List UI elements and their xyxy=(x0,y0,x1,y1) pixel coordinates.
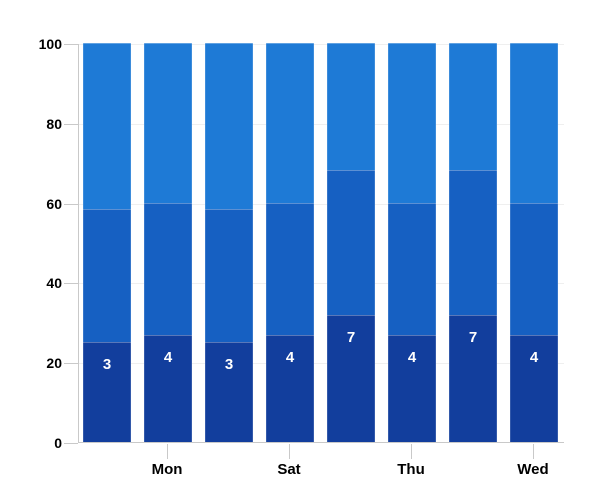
gridline xyxy=(79,203,564,205)
y-axis-tick-label: 0 xyxy=(54,435,62,451)
bar-segment-top[interactable] xyxy=(83,43,131,209)
x-axis-tick-label: Thu xyxy=(397,461,425,478)
bar-data-label: 4 xyxy=(163,349,173,367)
bar-segment-middle[interactable] xyxy=(144,202,192,336)
x-axis-tick-mark xyxy=(289,444,290,459)
x-axis-tick-label: Sat xyxy=(277,461,301,478)
bar-segment-middle[interactable] xyxy=(205,208,253,343)
bar-segment-bottom[interactable]: 4 xyxy=(266,335,314,442)
bar-column: 4 xyxy=(510,43,558,442)
bar-data-label: 3 xyxy=(224,356,234,374)
x-axis-tick-mark xyxy=(167,444,168,459)
bar-data-label: 3 xyxy=(102,356,112,374)
y-axis-tick-mark xyxy=(64,44,78,45)
bar-segment-middle[interactable] xyxy=(449,169,497,316)
gridline xyxy=(79,44,564,45)
y-axis-tick-label: 60 xyxy=(46,195,62,212)
bar-segment-bottom[interactable]: 4 xyxy=(510,335,558,442)
x-axis-tick-mark xyxy=(411,444,412,459)
bar-data-label: 4 xyxy=(407,349,417,367)
gridline xyxy=(79,283,564,285)
bar-column: 7 xyxy=(327,43,375,442)
y-axis-tick-label: 80 xyxy=(46,115,62,132)
bar-data-label: 7 xyxy=(468,329,478,347)
y-axis-tick-mark xyxy=(64,443,78,444)
bar-segment-middle[interactable] xyxy=(510,202,558,336)
y-axis-tick-label: 20 xyxy=(46,355,62,372)
gridline xyxy=(79,123,564,125)
bar-segment-top[interactable] xyxy=(205,43,253,209)
bar-segment-bottom[interactable]: 3 xyxy=(205,342,253,442)
x-axis-tick-label: Wed xyxy=(517,461,549,478)
y-axis-tick-mark xyxy=(64,283,78,285)
bar-segment-top[interactable] xyxy=(510,43,558,203)
plot-area: 3 4 3 4 7 4 7 4 xyxy=(78,43,564,443)
bar-segment-top[interactable] xyxy=(327,43,375,170)
bar-data-label: 7 xyxy=(346,329,356,347)
bar-segment-top[interactable] xyxy=(266,43,314,203)
bar-data-label: 4 xyxy=(285,349,295,367)
bar-segment-middle[interactable] xyxy=(327,169,375,316)
bar-data-label: 4 xyxy=(529,349,539,367)
x-axis-tick-mark xyxy=(533,444,534,459)
bar-segment-top[interactable] xyxy=(449,43,497,170)
bar-column: 4 xyxy=(266,43,314,442)
bar-segment-middle[interactable] xyxy=(266,202,314,336)
bar-segment-middle[interactable] xyxy=(388,202,436,336)
y-axis-tick-label: 100 xyxy=(38,36,62,52)
gridline xyxy=(79,363,564,365)
y-axis-tick-mark xyxy=(64,363,78,365)
bar-segment-bottom[interactable]: 4 xyxy=(144,335,192,442)
bar-segment-bottom[interactable]: 7 xyxy=(327,315,375,442)
y-axis-tick-label: 40 xyxy=(46,275,62,292)
bar-column: 4 xyxy=(144,43,192,442)
bar-column: 3 xyxy=(205,43,253,442)
bar-segment-bottom[interactable]: 3 xyxy=(83,342,131,442)
bar-segment-middle[interactable] xyxy=(83,208,131,343)
bar-column: 4 xyxy=(388,43,436,442)
x-axis-tick-label: Mon xyxy=(151,461,183,478)
bar-column: 3 xyxy=(83,43,131,442)
y-axis-tick-mark xyxy=(64,203,78,205)
y-axis-tick-mark xyxy=(64,123,78,125)
bar-segment-top[interactable] xyxy=(144,43,192,203)
bar-segment-top[interactable] xyxy=(388,43,436,203)
bar-column: 7 xyxy=(449,43,497,442)
bar-segment-bottom[interactable]: 4 xyxy=(388,335,436,442)
bar-segment-bottom[interactable]: 7 xyxy=(449,315,497,442)
